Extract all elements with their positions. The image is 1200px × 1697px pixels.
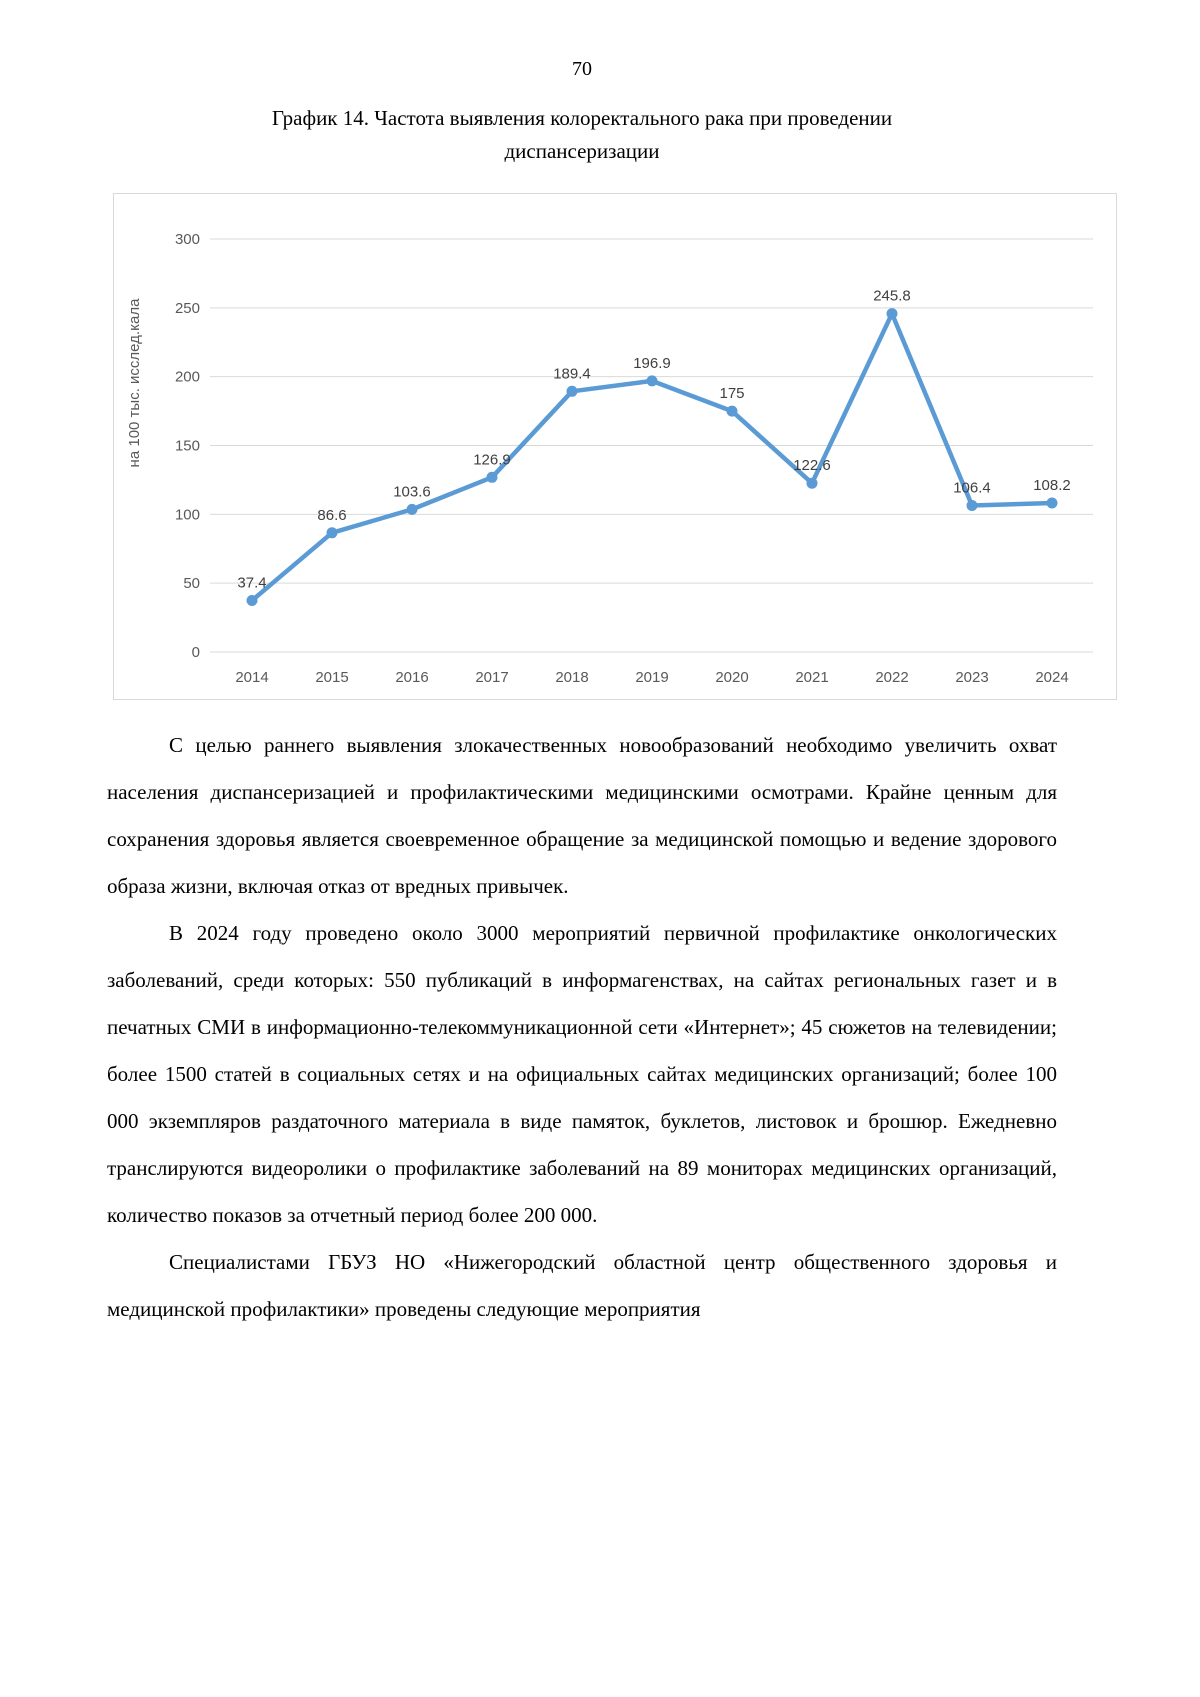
data-point-marker (566, 385, 578, 397)
y-tick-label: 100 (175, 506, 200, 523)
page-number: 70 (572, 58, 592, 80)
data-point-marker (806, 477, 818, 489)
x-tick-label: 2020 (715, 669, 748, 686)
data-point-marker (486, 471, 498, 483)
x-tick-label: 2018 (555, 669, 588, 686)
data-point-label: 196.9 (633, 355, 671, 372)
figure-caption-line-1: График 14. Частота выявления колоректаль… (271, 106, 893, 130)
x-tick-label: 2023 (955, 669, 988, 686)
data-point-marker (326, 527, 338, 539)
data-point-marker (886, 308, 898, 320)
data-point-label: 106.4 (953, 480, 991, 497)
x-tick-label: 2022 (875, 669, 908, 686)
data-point-label: 245.8 (873, 288, 911, 305)
data-point-label: 122.6 (793, 457, 831, 474)
chart-border (113, 193, 1117, 700)
y-axis-title: на 100 тыс. исслед.кала (126, 298, 143, 468)
x-tick-label: 2024 (1035, 669, 1068, 686)
x-tick-label: 2015 (315, 669, 348, 686)
data-point-marker (646, 375, 658, 387)
figure-caption: График 14. Частота выявления колоректаль… (107, 102, 1057, 168)
data-point-label: 37.4 (237, 575, 266, 592)
paragraph-2: В 2024 году проведено около 3000 меропри… (107, 921, 1057, 1227)
data-point-marker (966, 500, 978, 511)
data-point-marker (1046, 497, 1058, 509)
x-tick-label: 2016 (395, 669, 428, 686)
figure-caption-line-2: диспансеризации (504, 139, 660, 163)
data-point-label: 86.6 (317, 507, 346, 524)
x-tick-label: 2014 (235, 669, 268, 686)
line-chart: 0 50 100 150 200 250 300 на 100 тыс. исслед.кал… (113, 193, 1117, 700)
data-point-label: 126.9 (473, 451, 511, 468)
y-tick-label: 150 (175, 438, 200, 455)
y-tick-label: 250 (175, 300, 200, 317)
data-point-label: 175 (719, 385, 744, 402)
y-tick-label: 300 (175, 231, 200, 248)
x-tick-label: 2017 (475, 669, 508, 686)
data-point-label: 108.2 (1033, 477, 1071, 494)
x-tick-label: 2019 (635, 669, 668, 686)
x-tick-label: 2021 (795, 669, 828, 686)
data-point-marker (726, 405, 738, 417)
data-point-marker (406, 503, 418, 515)
y-tick-label: 200 (175, 369, 200, 386)
y-tick-label: 0 (192, 644, 200, 661)
paragraph-3: Специалистами ГБУЗ НО «Нижегородский обл… (107, 1250, 1057, 1321)
body-text: С целью раннего выявления злокачественны… (107, 722, 1057, 1333)
paragraph-1: С целью раннего выявления злокачественны… (107, 733, 1057, 898)
data-point-label: 103.6 (393, 483, 431, 500)
y-tick-label: 50 (183, 575, 200, 592)
data-point-label: 189.4 (553, 365, 591, 382)
chart-canvas: 0 50 100 150 200 250 300 на 100 тыс. исслед.кал… (113, 193, 1117, 700)
data-point-marker (246, 595, 258, 606)
